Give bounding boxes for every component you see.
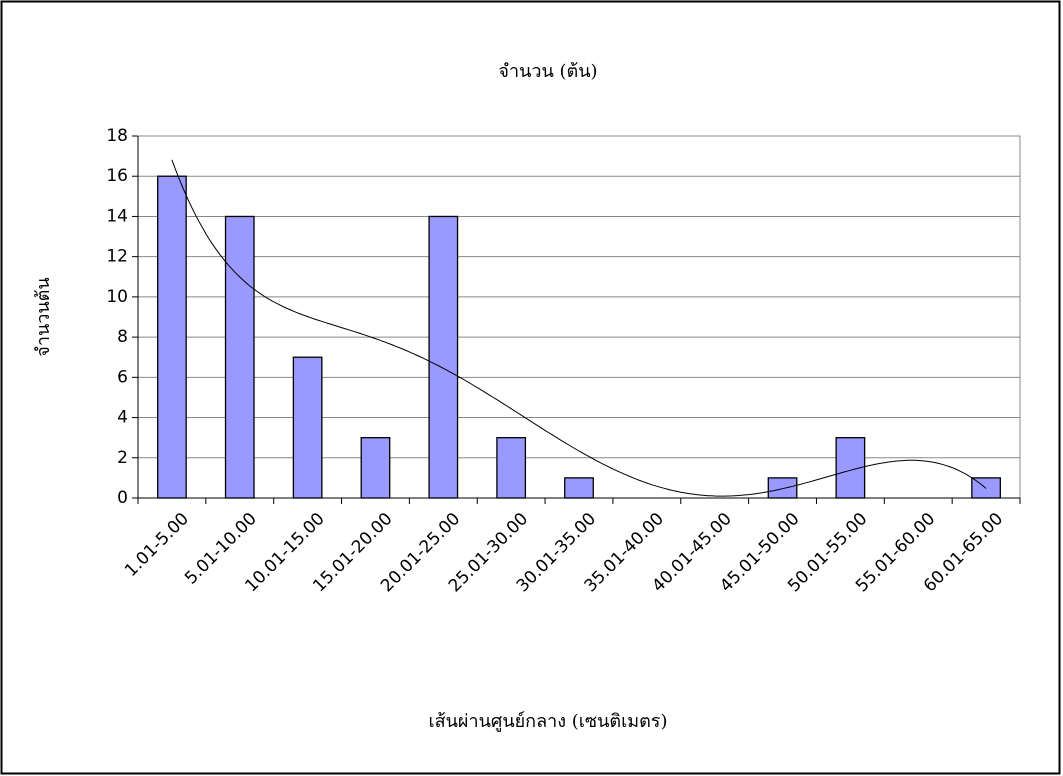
y-tick-label: 18	[106, 126, 128, 146]
y-tick-label: 16	[106, 166, 128, 186]
bar	[224, 215, 255, 499]
y-tick-label: 8	[117, 327, 128, 347]
trendline	[171, 159, 987, 497]
y-tick-label: 4	[117, 408, 128, 428]
bar	[428, 215, 459, 499]
y-tick-label: 12	[106, 247, 128, 267]
y-tick-label: 10	[106, 287, 128, 307]
y-axis-label: จำนวนต้น	[33, 277, 54, 356]
bar	[496, 437, 527, 499]
bar	[564, 477, 594, 499]
x-axis-label: เส้นผ่านศูนย์กลาง (เซนติเมตร)	[428, 711, 667, 732]
bar	[360, 437, 391, 499]
y-tick-label: 0	[117, 488, 128, 508]
chart-title: จำนวน (ต้น)	[498, 61, 597, 82]
y-tick-label: 14	[106, 206, 128, 226]
y-tick-label: 6	[117, 367, 128, 387]
bar	[157, 175, 187, 499]
y-tick-label: 2	[117, 448, 128, 468]
bar	[292, 356, 323, 499]
bar	[767, 477, 798, 499]
